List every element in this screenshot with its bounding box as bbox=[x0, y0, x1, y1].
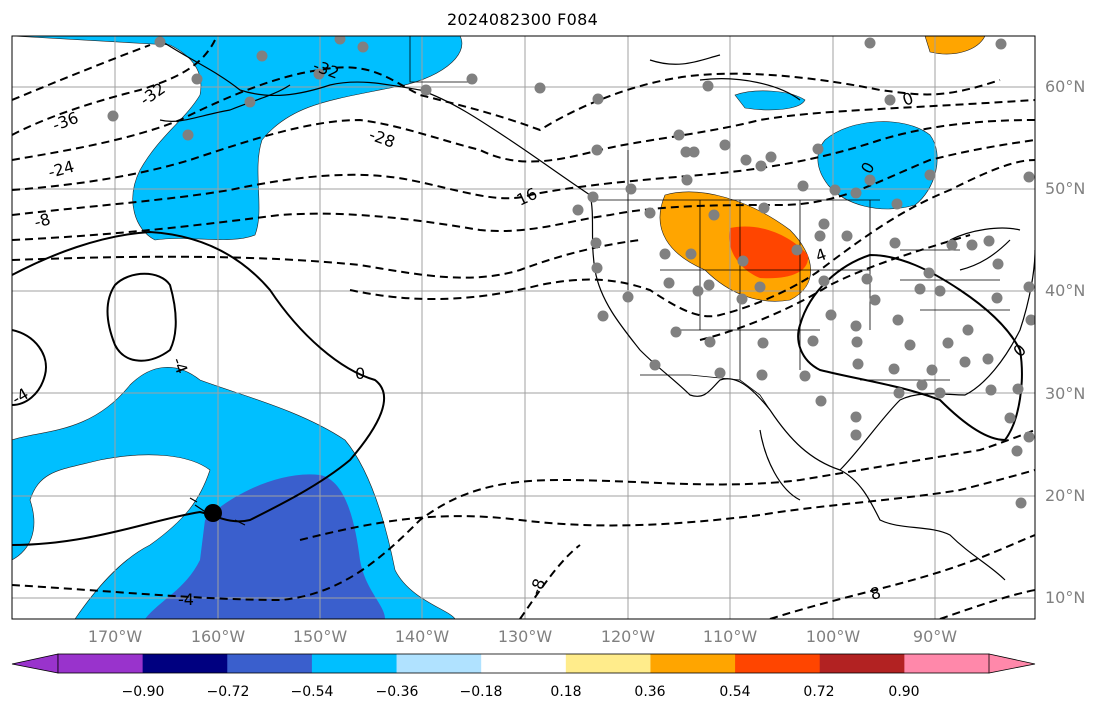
colorbar-max-arrow bbox=[988, 653, 1036, 674]
lon-label: 110°W bbox=[702, 627, 758, 646]
colorbar-bin bbox=[396, 654, 482, 673]
highlighted-point bbox=[204, 504, 222, 522]
map-frame bbox=[11, 35, 1036, 620]
colorbar-tick-label: −0.72 bbox=[206, 684, 250, 700]
lon-label: 100°W bbox=[805, 627, 861, 646]
colorbar-bin bbox=[58, 654, 144, 673]
colorbar-bin bbox=[735, 654, 821, 673]
lat-label: 20°N bbox=[1045, 486, 1086, 505]
colorbar-bin bbox=[142, 654, 228, 673]
lat-label: 60°N bbox=[1045, 77, 1086, 96]
colorbar-bin bbox=[311, 654, 398, 673]
coastlines bbox=[159, 39, 1035, 581]
lat-label: 30°N bbox=[1045, 384, 1086, 403]
contour-label: -8 bbox=[526, 576, 549, 597]
lon-label: 160°W bbox=[190, 627, 246, 646]
contour-label: 8 bbox=[868, 583, 883, 604]
lon-label: 150°W bbox=[292, 627, 348, 646]
negative-anomaly-pacific bbox=[12, 367, 456, 619]
colorbar-tick-label: 0.72 bbox=[803, 684, 835, 700]
colorbar-bin bbox=[904, 654, 990, 673]
colorbar bbox=[11, 653, 1036, 674]
lat-label: 50°N bbox=[1045, 179, 1086, 198]
contour-label: -8 bbox=[32, 209, 52, 231]
political-borders bbox=[409, 36, 1010, 411]
lon-label: 120°W bbox=[600, 627, 656, 646]
station-markers bbox=[107, 36, 1035, 509]
lat-label: 10°N bbox=[1045, 588, 1086, 607]
lon-label: 170°W bbox=[87, 627, 143, 646]
positive-anomaly-rockies bbox=[659, 36, 986, 302]
negative-anomaly-great-lakes bbox=[734, 90, 938, 210]
colorbar-bin bbox=[819, 654, 905, 673]
lon-label: 140°W bbox=[394, 627, 450, 646]
colorbar-min-arrow bbox=[11, 653, 59, 674]
colorbar-tick-label: 0.18 bbox=[550, 684, 582, 700]
colorbar-bin bbox=[227, 654, 313, 673]
colorbar-tick-label: 0.90 bbox=[888, 684, 920, 700]
lon-label: 90°W bbox=[912, 627, 958, 646]
lon-label: 130°W bbox=[497, 627, 553, 646]
colorbar-tick-label: −0.90 bbox=[121, 684, 165, 700]
colorbar-tick-label: 0.54 bbox=[719, 684, 751, 700]
contour-label: -4 bbox=[168, 355, 191, 376]
contour-lines bbox=[12, 39, 1035, 619]
lat-label: 40°N bbox=[1045, 281, 1086, 300]
colorbar-tick-label: −0.18 bbox=[459, 684, 503, 700]
colorbar-tick-label: 0.36 bbox=[634, 684, 666, 700]
colorbar-bin bbox=[565, 654, 651, 673]
contour-label: -4 bbox=[178, 590, 194, 609]
colorbar-tick-label: −0.36 bbox=[375, 684, 419, 700]
colorbar-tick-label: −0.54 bbox=[290, 684, 334, 700]
colorbar-bin bbox=[650, 654, 736, 673]
contour-label: 0 bbox=[355, 364, 365, 383]
map-title: 2024082300 F084 bbox=[446, 10, 599, 29]
colorbar-bin bbox=[481, 654, 567, 673]
